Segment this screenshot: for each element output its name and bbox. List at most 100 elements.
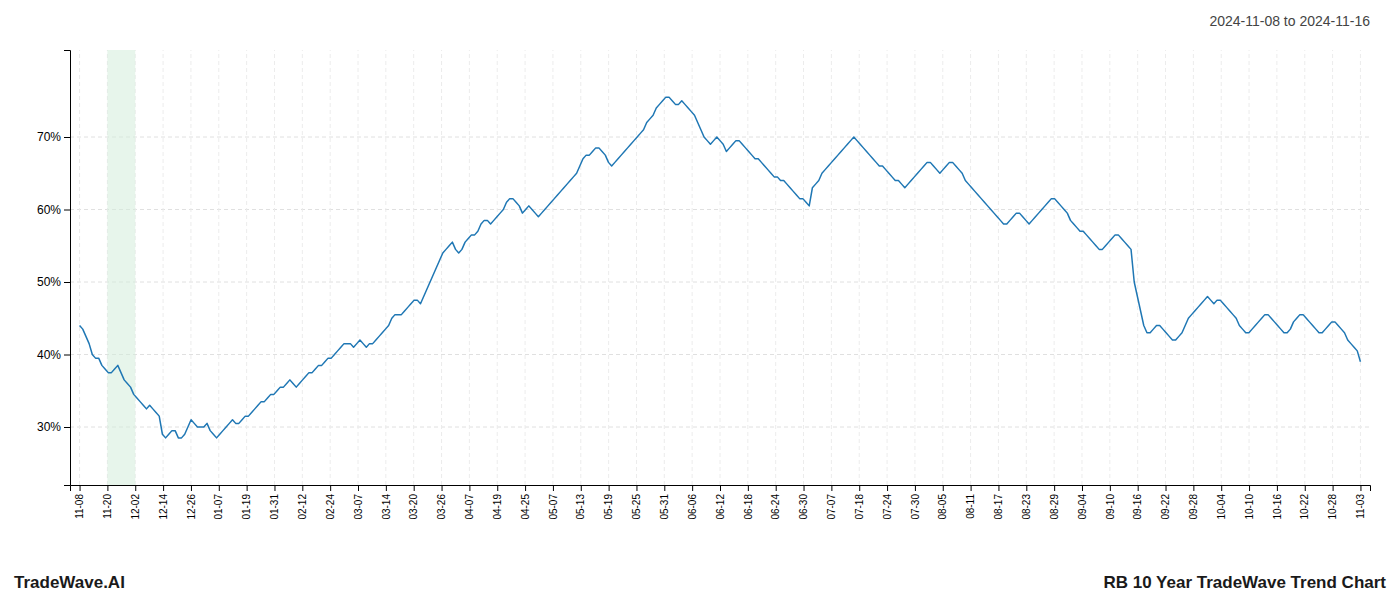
x-tick: 10-28 (1327, 485, 1338, 520)
x-tick-mark (1249, 485, 1250, 491)
shaded-region (107, 50, 135, 485)
x-tick-mark (1193, 485, 1194, 491)
x-tick-label: 12-26 (186, 494, 197, 520)
x-tick-label: 10-04 (1216, 494, 1227, 520)
x-tick-label: 04-19 (492, 494, 503, 520)
x-tick-label: 08-23 (1021, 494, 1032, 520)
y-tick-mark (64, 282, 70, 283)
x-tick: 06-30 (798, 485, 809, 520)
x-grid-line (1193, 50, 1194, 485)
x-tick: 02-12 (297, 485, 308, 520)
y-tick: 50% (37, 275, 70, 289)
x-tick: 10-04 (1216, 485, 1227, 520)
x-tick-label: 10-22 (1299, 494, 1310, 520)
x-tick-label: 02-24 (325, 494, 336, 520)
x-grid-line (302, 50, 303, 485)
x-tick: 07-24 (882, 485, 893, 520)
x-tick: 09-22 (1160, 485, 1171, 520)
x-grid-line (970, 50, 971, 485)
x-tick-label: 02-12 (297, 494, 308, 520)
y-tick: 60% (37, 203, 70, 217)
x-tick-label: 11-03 (1355, 494, 1366, 519)
x-tick-mark (247, 485, 248, 491)
x-grid-line (218, 50, 219, 485)
x-tick-label: 08-29 (1049, 494, 1060, 520)
x-tick-mark (107, 485, 108, 491)
x-grid-line (469, 50, 470, 485)
x-tick: 10-10 (1244, 485, 1255, 520)
texts: 2024-11-08 to 2024-11-16 RB 10 Year Trade… (14, 13, 1386, 592)
x-tick-label: 07-30 (910, 494, 921, 520)
x-grid-line (720, 50, 721, 485)
x-tick-label: 09-04 (1077, 494, 1088, 520)
y-grid-line (70, 354, 1370, 355)
x-tick-label: 09-28 (1188, 494, 1199, 520)
x-tick-mark (414, 485, 415, 491)
x-grid-line (1249, 50, 1250, 485)
x-grid-line (274, 50, 275, 485)
x-tick-label: 06-30 (798, 494, 809, 520)
x-tick: 04-07 (464, 485, 475, 520)
x-grid-line (1026, 50, 1027, 485)
y-tick: 70% (37, 130, 70, 144)
x-tick-mark (1054, 485, 1055, 491)
trend-line (80, 97, 1361, 438)
x-tick-label: 11-20 (102, 494, 113, 519)
x-tick-label: 03-07 (353, 494, 364, 520)
x-tick: 05-19 (603, 485, 614, 520)
x-tick-label: 03-20 (408, 494, 419, 520)
grid (70, 50, 1370, 485)
x-tick-mark (553, 485, 554, 491)
x-grid-line (497, 50, 498, 485)
x-axis-line (71, 486, 1371, 492)
y-tick-mark (64, 210, 70, 211)
x-tick: 01-19 (241, 485, 252, 520)
x-tick-mark (386, 485, 387, 491)
x-tick: 05-07 (548, 485, 559, 520)
x-tick-mark (1333, 485, 1334, 491)
x-tick: 08-17 (993, 485, 1004, 520)
x-tick: 11-03 (1355, 485, 1366, 519)
x-tick-label: 06-18 (743, 494, 754, 520)
x-tick-mark (664, 485, 665, 491)
x-tick: 03-07 (353, 485, 364, 520)
x-tick: 06-18 (743, 485, 754, 520)
x-tick: 08-29 (1049, 485, 1060, 520)
x-tick: 06-24 (770, 485, 781, 520)
x-tick: 06-12 (715, 485, 726, 520)
x-grid-line (246, 50, 247, 485)
y-tick-mark (64, 137, 70, 138)
x-tick-mark (330, 485, 331, 491)
x-tick-mark (776, 485, 777, 491)
x-grid-line (1165, 50, 1166, 485)
x-tick-label: 10-10 (1244, 494, 1255, 520)
x-tick: 08-05 (937, 485, 948, 520)
x-tick-label: 06-06 (687, 494, 698, 520)
x-tick-label: 04-25 (520, 494, 531, 520)
x-tick: 12-02 (130, 485, 141, 520)
x-tick: 03-14 (381, 485, 392, 520)
x-tick-label: 04-07 (464, 494, 475, 520)
x-grid-line (552, 50, 553, 485)
x-tick-mark (859, 485, 860, 491)
chart-container: 11-0811-2012-0212-1412-2601-0701-1901-31… (0, 0, 1400, 600)
annotation: TradeWave.AI (14, 573, 125, 592)
x-tick: 07-07 (826, 485, 837, 520)
x-tick-label: 01-31 (269, 494, 280, 520)
y-tick: 40% (37, 348, 70, 362)
subtitle: 2024-11-08 to 2024-11-16 (1209, 13, 1370, 29)
x-axis: 11-0811-2012-0212-1412-2601-0701-1901-31… (71, 485, 1371, 520)
x-grid-line (580, 50, 581, 485)
x-tick-label: 07-07 (826, 494, 837, 520)
x-tick-mark (1166, 485, 1167, 491)
y-tick-label: 40% (37, 348, 61, 362)
x-tick-mark (1082, 485, 1083, 491)
x-grid-line (358, 50, 359, 485)
x-tick-mark (274, 485, 275, 491)
x-tick-mark (1221, 485, 1222, 491)
x-tick: 02-24 (325, 485, 336, 520)
title: RB 10 Year TradeWave Trend Chart (1103, 573, 1386, 592)
x-tick: 08-11 (965, 485, 976, 519)
x-tick-mark (971, 485, 972, 491)
x-grid-line (914, 50, 915, 485)
